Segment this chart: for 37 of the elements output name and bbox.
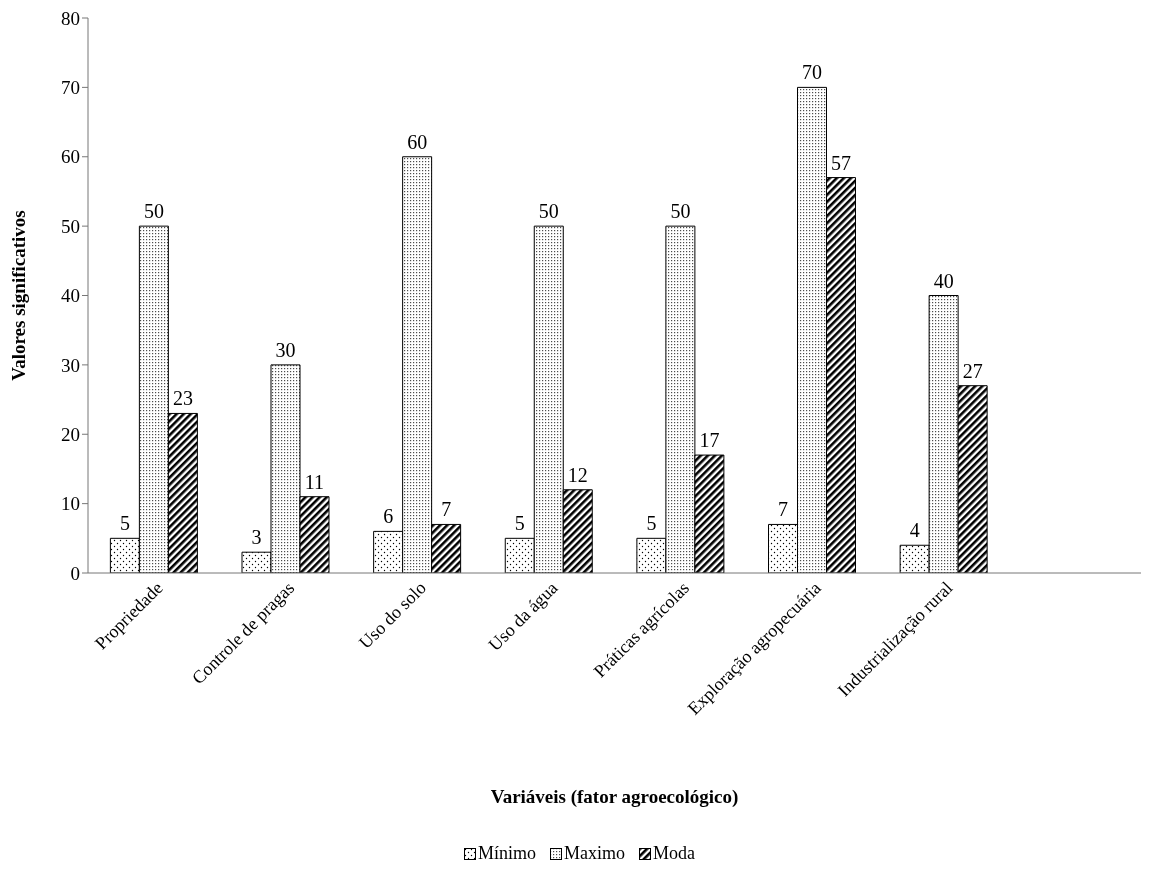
data-label: 17 <box>699 429 720 452</box>
data-label: 23 <box>172 387 193 410</box>
data-label: 50 <box>538 200 559 223</box>
data-label: 27 <box>962 359 983 382</box>
data-label: 70 <box>802 61 822 84</box>
y-tick-label: 20 <box>61 423 80 445</box>
data-label: 5 <box>514 512 525 535</box>
legend-label: Maximo <box>564 843 625 864</box>
data-label: 50 <box>143 200 164 223</box>
data-label: 3 <box>251 526 262 549</box>
data-label: 57 <box>831 151 851 174</box>
y-tick-label: 50 <box>61 215 80 237</box>
y-tick-label: 30 <box>61 354 80 376</box>
y-tick-label: 40 <box>61 285 80 307</box>
y-tick-label: 70 <box>61 77 80 99</box>
data-label: 7 <box>778 498 788 521</box>
data-label: 50 <box>670 200 691 223</box>
y-tick-label: 10 <box>61 493 80 515</box>
legend-label: Moda <box>653 843 695 864</box>
x-tick-label: Uso do solo <box>354 577 430 653</box>
legend-label: Mínimo <box>477 843 536 864</box>
data-label: 6 <box>383 505 394 528</box>
y-tick-label: 0 <box>70 562 80 584</box>
data-label: 40 <box>933 269 954 292</box>
data-label: 7 <box>441 498 452 521</box>
data-label: 60 <box>407 130 428 153</box>
x-tick-label: Uso da água <box>484 577 562 655</box>
data-label: 30 <box>275 338 296 361</box>
x-axis-title: Variáveis (fator agroecológico) <box>490 786 739 808</box>
y-tick-label: 80 <box>61 7 80 29</box>
data-label: 5 <box>646 512 657 535</box>
data-label: 4 <box>909 519 920 542</box>
data-label: 5 <box>119 512 130 535</box>
y-tick-label: 60 <box>61 146 80 168</box>
y-axis-title: Valores significativos <box>7 210 29 381</box>
data-label: 12 <box>567 463 588 486</box>
data-label: 11 <box>304 470 325 493</box>
